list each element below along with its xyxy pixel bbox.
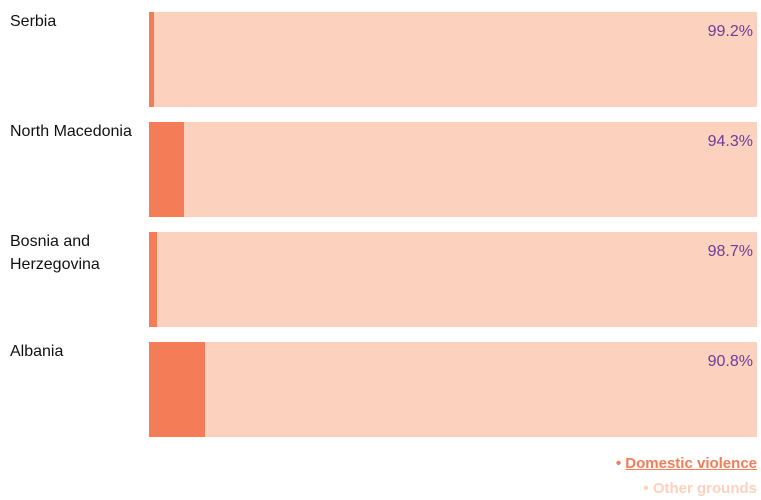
legend-bullet: • (615, 455, 626, 472)
legend-item[interactable]: • Domestic violence (616, 455, 757, 472)
legend-label[interactable]: Other grounds (652, 480, 757, 497)
bar-segment (149, 122, 184, 217)
legend-bullet: • (643, 480, 653, 497)
category-label: North Macedonia (10, 123, 132, 140)
bar-segment (149, 12, 154, 107)
bar-segment (149, 232, 157, 327)
category-label: Albania (10, 343, 64, 360)
bar-segment (149, 342, 205, 437)
bar-segment (156, 232, 757, 327)
legend-label[interactable]: Domestic violence (625, 455, 757, 472)
category-label: Serbia (10, 13, 57, 30)
category-label: Bosnia and Herzegovina (10, 233, 100, 273)
bar-segment (183, 122, 757, 217)
value-label: 94.3% (707, 133, 753, 150)
bar-segment (204, 342, 757, 437)
bar-segment (153, 12, 757, 107)
value-label: 98.7% (707, 243, 753, 260)
value-label: 99.2% (707, 23, 753, 40)
legend-item[interactable]: • Other grounds (643, 480, 757, 497)
value-label: 90.8% (707, 353, 753, 370)
